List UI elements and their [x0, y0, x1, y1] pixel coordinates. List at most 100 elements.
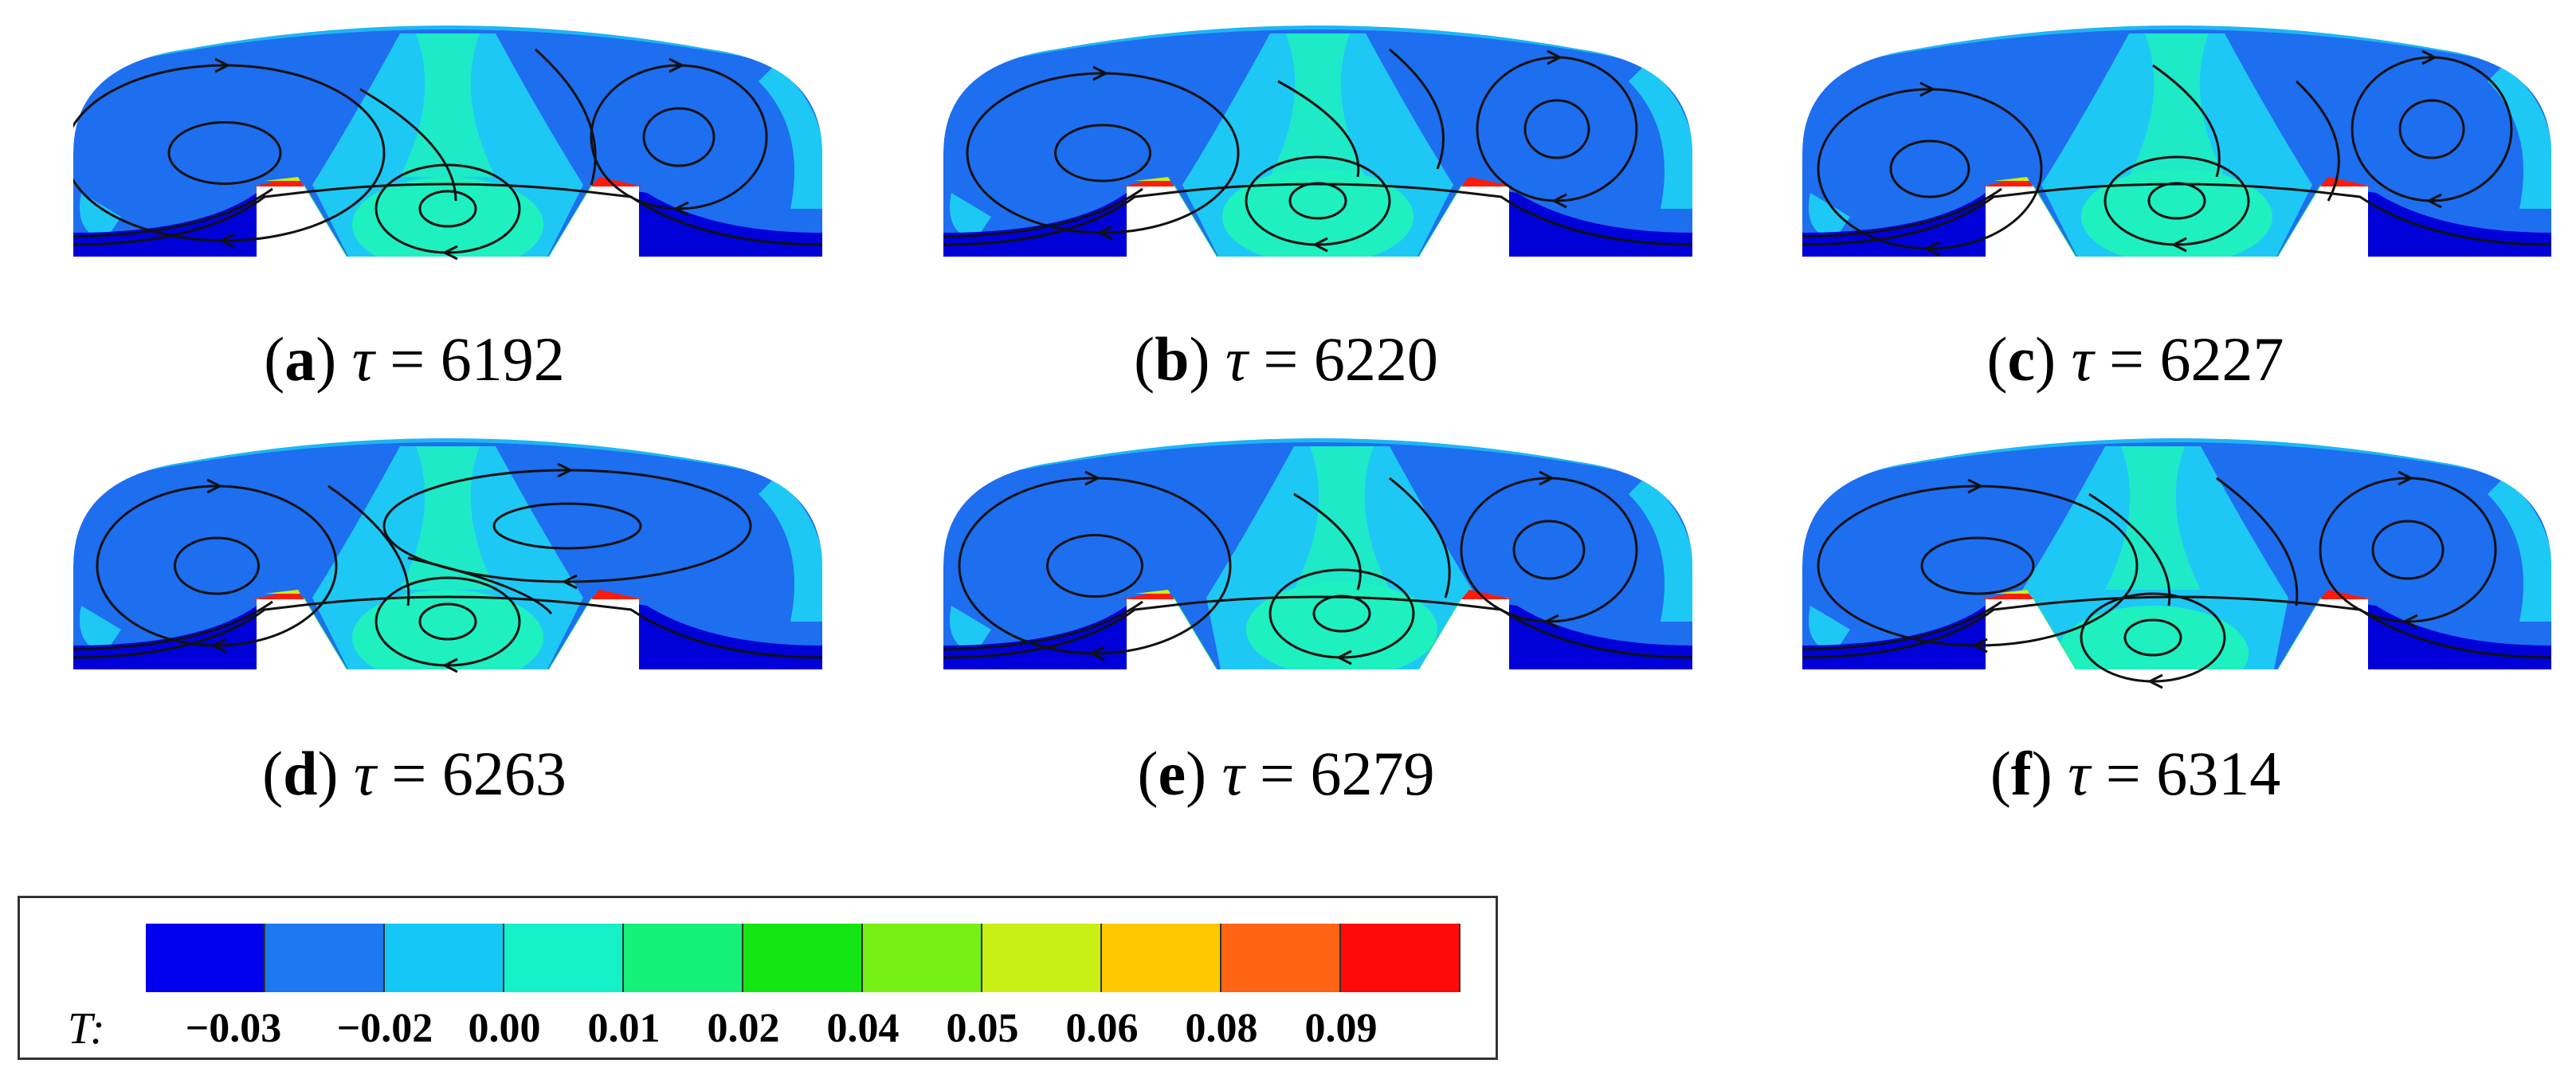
- caption-letter: a: [284, 324, 316, 394]
- caption-symbol: τ: [353, 739, 376, 808]
- streamline-arrow: [1919, 81, 1936, 97]
- hot-corner-right: [2320, 177, 2372, 186]
- streamline-left-vortex: [1817, 485, 2139, 647]
- streamline-arrow: [441, 245, 458, 261]
- legend-tick-label: 0.05: [946, 1006, 1019, 1051]
- streamline-arrow: [1543, 614, 1559, 630]
- streamline-arrow: [441, 657, 458, 673]
- temperature-contour-panel: [943, 438, 1693, 701]
- streamline-arrow: [206, 478, 223, 494]
- streamline-bottom: [73, 595, 823, 659]
- streamline-arrow: [1971, 638, 1988, 653]
- streamline-bottom-left: [943, 600, 1143, 651]
- color-legend: T: −0.03 −0.02 0.00 0.01 0.02 0.04 0.05 0.06 0.0…: [18, 896, 1498, 1060]
- plume-core: [1270, 33, 1366, 177]
- caption-symbol: τ: [2068, 739, 2091, 808]
- legend-swatch: [624, 924, 743, 992]
- legend-tick-label: 0.02: [707, 1006, 780, 1051]
- caption-time: 6314: [2156, 739, 2281, 808]
- streamline-arrow: [1335, 649, 1352, 665]
- streamline-arrow: [1923, 241, 1940, 257]
- legend-swatch: [265, 924, 385, 992]
- legend-tick-label: 0.09: [1304, 1006, 1378, 1051]
- lower-cell-core: [352, 590, 543, 669]
- streamline-arrow: [2402, 614, 2418, 630]
- hot-corner-right: [591, 177, 643, 186]
- contour-field: [73, 438, 822, 669]
- legend-swatch: [1102, 924, 1221, 992]
- streamline-right-inner: [642, 107, 716, 167]
- temperature-contour-panel: [943, 26, 1693, 288]
- streamline-plume: [2295, 80, 2340, 202]
- left-edge-band: [950, 606, 991, 653]
- streamline-bottom: [943, 595, 1693, 659]
- heater-cutout: [1127, 599, 1509, 701]
- legend-tick-label: 0.08: [1185, 1006, 1258, 1051]
- hot-corner-right: [2320, 590, 2372, 599]
- temperature-contour-panel: [1802, 438, 2552, 701]
- temperature-contour-panel: [73, 26, 823, 288]
- legend-swatch: [743, 924, 863, 992]
- right-edge-band: [759, 65, 822, 209]
- streamline-plume: [1293, 492, 1362, 591]
- caption-f: (f) τ = 6314: [1990, 739, 2281, 808]
- hot-corner-right: [1461, 590, 1513, 599]
- caption-letter: c: [2007, 324, 2036, 394]
- streamline-right-vortex: [590, 64, 768, 210]
- caption-a: (a) τ = 6192: [264, 324, 565, 394]
- streamline-arrow: [210, 638, 227, 653]
- caption-time: 6279: [1310, 739, 1435, 808]
- legend-tick-label: 0.01: [587, 1006, 661, 1051]
- streamline-plume: [359, 88, 457, 202]
- caption-letter: d: [283, 739, 318, 808]
- streamline-arrow: [1539, 470, 1555, 486]
- streamline-arrow: [1967, 478, 1984, 494]
- streamline-plume: [2216, 477, 2299, 606]
- streamline-right-vortex: [1460, 477, 1638, 623]
- caption-time: 6263: [441, 739, 567, 808]
- streamline-right-inner: [2398, 99, 2465, 159]
- caption-d: (d) τ = 6263: [262, 739, 567, 808]
- legend-tick-label: 0.06: [1065, 1006, 1139, 1051]
- streamlines: [73, 469, 823, 667]
- caption-time: 6227: [2159, 324, 2284, 394]
- streamline-right-inner: [2371, 520, 2445, 580]
- streamline-arrow: [1084, 470, 1101, 486]
- plume-core: [1294, 446, 1390, 590]
- lower-cell-core: [1246, 582, 1437, 669]
- streamline-arrow: [2170, 237, 2187, 253]
- streamline-bottom-left: [1802, 600, 2002, 651]
- right-edge-band: [2488, 478, 2551, 622]
- right-edge-band: [759, 478, 822, 622]
- caption-equals: =: [391, 739, 427, 808]
- heater-cutout: [1986, 599, 2368, 701]
- heater-cutout: [1127, 186, 1509, 288]
- streamline-arrow: [1551, 193, 1567, 209]
- left-edge-band: [1809, 606, 1850, 653]
- legend-tick-label: −0.02: [336, 1006, 433, 1051]
- left-edge-band: [80, 193, 121, 241]
- streamline-lower-inner: [418, 602, 477, 641]
- streamline-arrow: [672, 201, 689, 217]
- streamline-lower-cell: [1245, 155, 1391, 246]
- legend-swatch: [1221, 924, 1341, 992]
- caption-equals: =: [2105, 739, 2141, 808]
- streamline-arrow: [1088, 646, 1105, 661]
- streamline-lower-cell: [374, 576, 521, 667]
- streamline-bottom-left: [943, 187, 1143, 238]
- caption-equals: =: [1263, 324, 1299, 394]
- streamline-bottom: [943, 182, 1693, 246]
- streamline-plume: [327, 485, 410, 606]
- caption-equals: =: [2109, 324, 2144, 394]
- streamline-left-vortex: [73, 64, 386, 242]
- contour-field: [1802, 438, 2551, 669]
- plume-core: [400, 33, 496, 177]
- streamline-bottom-left: [1802, 187, 2002, 238]
- warm-corner-left: [1135, 590, 1170, 594]
- left-edge-band: [80, 606, 121, 653]
- streamline-left-vortex: [958, 477, 1232, 655]
- right-edge-band: [1629, 65, 1692, 209]
- legend-swatch: [146, 924, 265, 992]
- streamline-plume: [534, 48, 597, 186]
- caption-symbol: τ: [1225, 324, 1248, 394]
